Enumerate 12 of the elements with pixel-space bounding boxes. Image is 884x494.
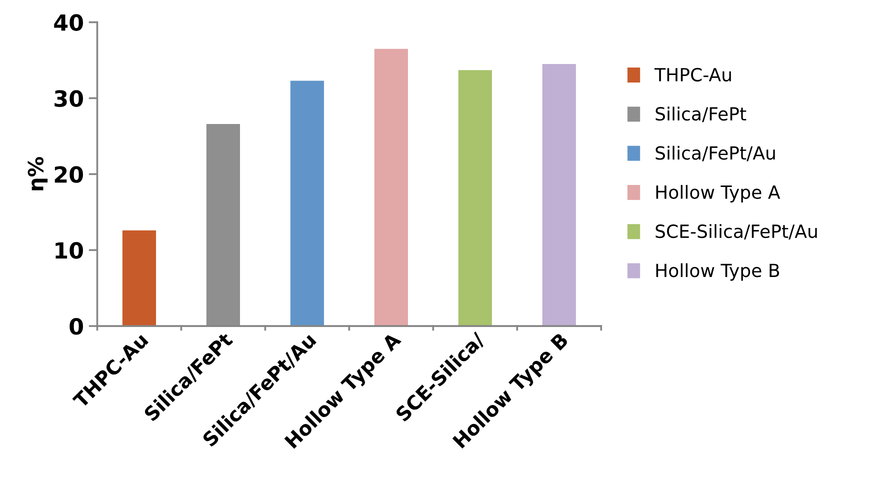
legend-label: THPC-Au [654,68,731,82]
legend-label: Hollow Type A [656,184,780,202]
y-tick-label: 0 [70,318,83,335]
legend-label: Silica/FePt/Au [656,146,775,162]
legend-label: Silica/FePt [656,106,746,122]
y-tick-label: 30 [54,90,83,107]
legend-label: SCE-Silica/FePt/Au [656,224,817,240]
y-tick-label: 20 [54,166,83,183]
y-tick-label: 40 [54,14,83,31]
y-tick-label: 10 [56,242,83,259]
y-axis-title: η% [28,156,48,190]
legend-label: Hollow Type B [656,263,780,281]
